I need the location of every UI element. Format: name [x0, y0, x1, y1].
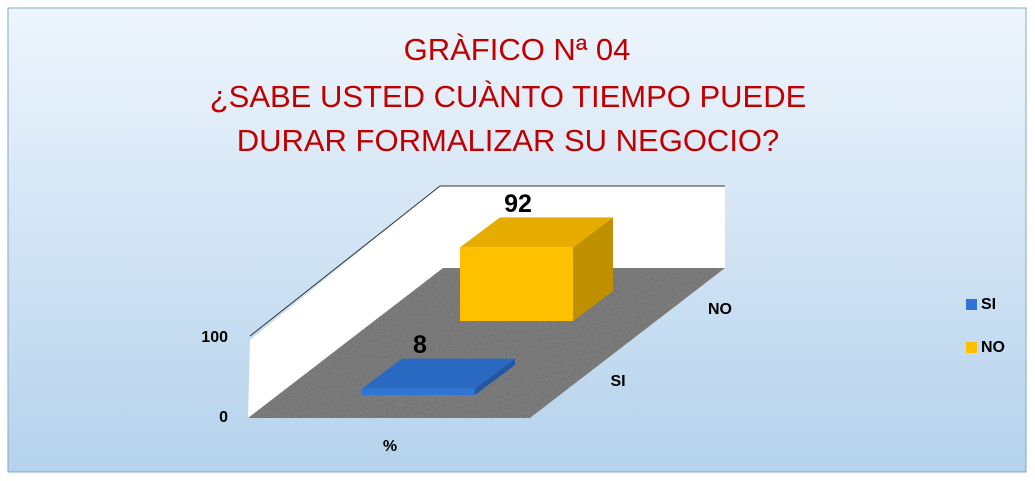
bar-top	[362, 358, 515, 389]
depth-label: SI	[610, 373, 625, 390]
bar	[460, 247, 573, 321]
y-tick-label: 100	[201, 329, 228, 346]
data-label: 92	[504, 190, 532, 218]
floor	[248, 268, 725, 418]
depth-label: NO	[708, 301, 732, 318]
legend-swatch	[966, 342, 977, 353]
wall-edge	[249, 185, 441, 337]
x-tick-label: %	[383, 438, 397, 455]
chart-title: GRÀFICO Nª 04	[404, 32, 631, 67]
chart-title: ¿SABE USTED CUÀNTO TIEMPO PUEDE	[210, 79, 807, 114]
legend-swatch	[966, 299, 977, 310]
bar	[362, 388, 475, 395]
bar-top	[460, 217, 613, 248]
bar-side	[475, 358, 515, 395]
legend-label: SI	[981, 296, 996, 313]
bar-side	[573, 217, 613, 321]
chart-title: DURAR FORMALIZAR SU NEGOCIO?	[237, 123, 780, 158]
y-tick-label: 0	[219, 409, 228, 426]
legend-label: NO	[981, 339, 1005, 356]
data-label: 8	[413, 331, 427, 359]
